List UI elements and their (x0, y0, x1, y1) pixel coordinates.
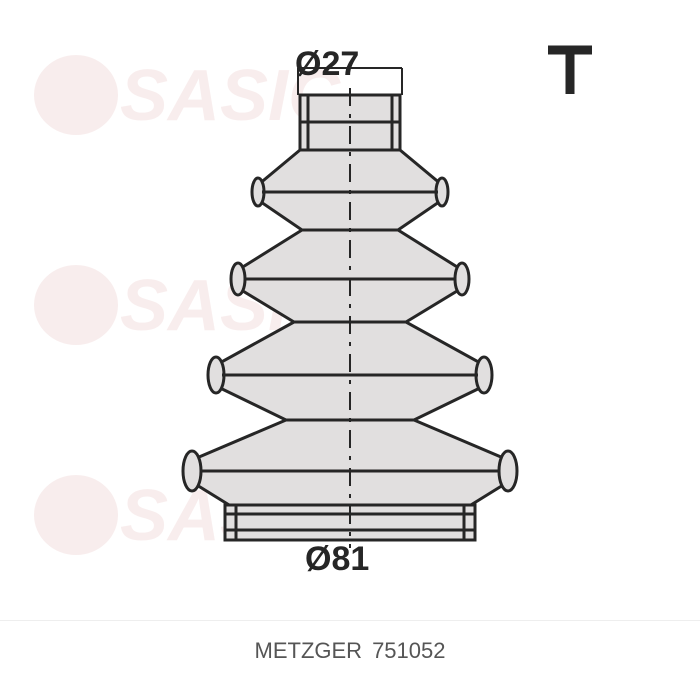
diagram-area: SASIC SASIC SASIC (0, 0, 700, 620)
page-container: SASIC SASIC SASIC (0, 0, 700, 700)
caption-bar: METZGER 751052 (0, 620, 700, 681)
t-symbol (540, 40, 600, 105)
bottom-diameter-label: Ø81 (305, 540, 369, 579)
caption-brand: METZGER (255, 638, 363, 664)
caption-partno: 751052 (372, 638, 445, 664)
top-diameter-label: Ø27 (295, 45, 359, 84)
